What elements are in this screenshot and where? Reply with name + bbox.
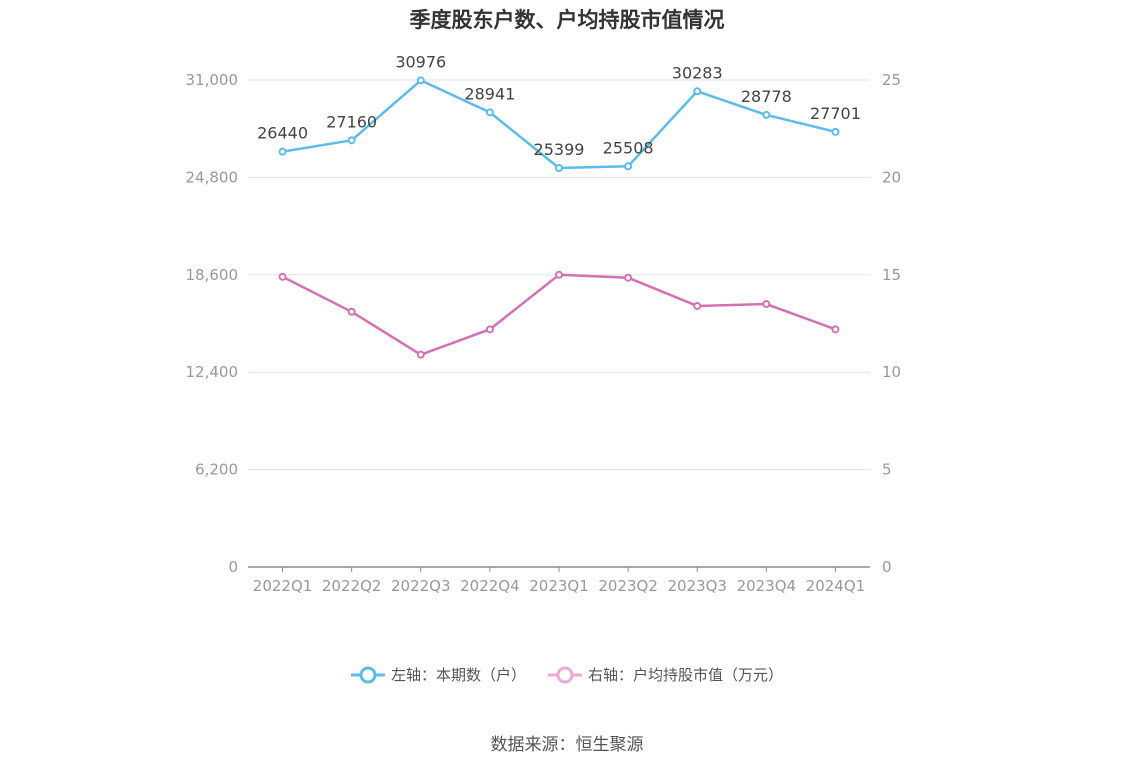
data-point-right bbox=[416, 350, 425, 359]
data-label: 25399 bbox=[534, 140, 585, 159]
legend-marker-pink-icon bbox=[548, 666, 582, 683]
data-point-left bbox=[555, 163, 563, 172]
right-axis-tick-label: 20 bbox=[882, 168, 901, 186]
series-lines bbox=[278, 76, 840, 359]
x-axis-tick-label: 2022Q3 bbox=[391, 577, 451, 595]
x-axis-tick-label: 2022Q1 bbox=[253, 577, 313, 595]
x-axis-tick-label: 2023Q2 bbox=[598, 577, 658, 595]
left-axis-tick-label: 18,600 bbox=[186, 266, 239, 284]
data-label: 28941 bbox=[464, 84, 515, 103]
legend-label-right: 右轴：户均持股市值（万元） bbox=[588, 666, 784, 684]
legend-item-left[interactable]: 左轴：本期数（户） bbox=[350, 664, 526, 685]
data-point-left bbox=[831, 127, 840, 136]
data-point-left bbox=[347, 136, 356, 145]
data-point-right bbox=[347, 307, 356, 316]
data-point-right bbox=[624, 273, 633, 282]
x-axis-tick-label: 2023Q1 bbox=[529, 577, 589, 595]
series-line-right bbox=[281, 273, 836, 356]
data-point-left bbox=[485, 108, 494, 117]
right-axis-tick-label: 25 bbox=[882, 71, 901, 89]
data-point-right bbox=[693, 301, 702, 310]
data-point-right bbox=[278, 272, 287, 281]
left-axis-tick-label: 0 bbox=[228, 558, 238, 576]
data-point-right bbox=[831, 325, 840, 334]
chart-title: 季度股东户数、户均持股市值情况 bbox=[409, 8, 725, 32]
left-axis-tick-label: 6,200 bbox=[195, 461, 238, 479]
right-axis-tick-label: 10 bbox=[882, 363, 901, 381]
right-axis-tick-label: 0 bbox=[882, 558, 892, 576]
data-label: 27701 bbox=[810, 104, 861, 123]
data-label: 30976 bbox=[395, 52, 446, 71]
left-axis-tick-label: 24,800 bbox=[186, 168, 239, 186]
x-axis-tick-label: 2023Q4 bbox=[737, 577, 797, 595]
data-point-left bbox=[278, 147, 287, 156]
x-axis-tick-label: 2023Q3 bbox=[667, 577, 727, 595]
legend-marker-blue-icon bbox=[350, 666, 385, 683]
axes: 0 0 6,200 5 12,400 10 18,600 15 24,800 20 31,000 25… bbox=[186, 71, 902, 595]
data-labels: 26440 27160 30976 28941 25399 25508 30283 28778… bbox=[257, 52, 861, 159]
right-axis-tick-label: 15 bbox=[882, 266, 901, 284]
data-label: 25508 bbox=[603, 138, 654, 157]
right-axis-tick-label: 5 bbox=[882, 461, 892, 479]
x-axis-tick-label: 2022Q4 bbox=[460, 577, 520, 595]
data-point-left bbox=[416, 76, 425, 85]
data-label: 26440 bbox=[257, 124, 308, 143]
x-axis-tick-label: 2024Q1 bbox=[806, 577, 866, 595]
line-chart: 0 0 6,200 5 12,400 10 18,600 15 24,800 20 31,000 25… bbox=[186, 52, 902, 595]
data-label: 28778 bbox=[741, 87, 792, 106]
data-source: 数据来源：恒生聚源 bbox=[490, 735, 644, 755]
legend-label-left: 左轴：本期数（户） bbox=[390, 666, 526, 684]
legend: 左轴：本期数（户） 右轴：户均持股市值（万元） bbox=[0, 664, 1134, 685]
data-label: 27160 bbox=[326, 112, 377, 131]
data-point-right bbox=[762, 300, 771, 309]
legend-item-right[interactable]: 右轴：户均持股市值（万元） bbox=[548, 664, 783, 685]
data-point-left bbox=[624, 162, 633, 171]
left-axis-tick-label: 12,400 bbox=[186, 363, 239, 381]
data-point-left bbox=[693, 87, 702, 96]
left-axis-tick-label: 31,000 bbox=[186, 71, 239, 89]
data-point-left bbox=[762, 110, 771, 119]
data-point-right bbox=[485, 325, 494, 334]
data-label: 30283 bbox=[672, 63, 723, 82]
x-axis-tick-label: 2022Q2 bbox=[322, 577, 382, 595]
data-point-right bbox=[555, 270, 563, 279]
